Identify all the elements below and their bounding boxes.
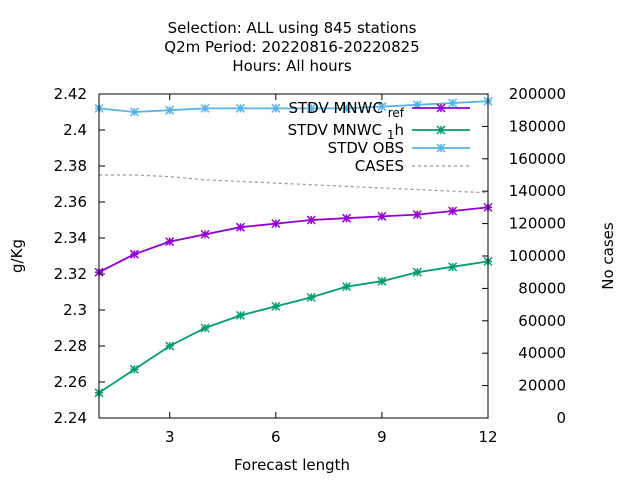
y-tick-label: 2.28 xyxy=(54,337,87,355)
legend-sample-marker xyxy=(436,103,446,113)
title-line-1: Selection: ALL using 845 stations xyxy=(168,19,417,37)
y2-tick-label: 80000 xyxy=(518,279,566,297)
data-point xyxy=(129,249,139,259)
y2-tick-label: 20000 xyxy=(518,377,566,395)
legend-label: STDV OBS xyxy=(328,139,404,157)
y-axis-label: g/Kg xyxy=(8,239,26,273)
data-point xyxy=(342,282,352,292)
series-line xyxy=(99,174,489,194)
y-tick-label: 2.3 xyxy=(63,301,87,319)
data-point xyxy=(129,364,139,374)
data-point xyxy=(200,103,210,113)
y-tick-label: 2.4 xyxy=(63,121,87,139)
data-point xyxy=(129,107,139,117)
data-point xyxy=(165,237,175,247)
data-point xyxy=(165,105,175,115)
x-tick-label: 6 xyxy=(271,428,281,446)
y2-tick-label: 120000 xyxy=(509,215,566,233)
data-point xyxy=(235,222,245,232)
data-point xyxy=(377,102,387,112)
y-tick-label: 2.32 xyxy=(54,265,87,283)
y2-tick-label: 100000 xyxy=(509,247,566,265)
data-point xyxy=(377,211,387,221)
legend-label: STDV MNWC ref xyxy=(288,99,404,120)
data-point xyxy=(377,276,387,286)
data-point xyxy=(448,98,458,108)
y2-tick-label: 180000 xyxy=(509,117,566,135)
y2-axis-label: No cases xyxy=(599,222,617,290)
y-tick-label: 2.24 xyxy=(54,409,87,427)
data-point xyxy=(342,213,352,223)
data-point xyxy=(271,103,281,113)
data-point xyxy=(306,215,316,225)
y-tick-label: 2.36 xyxy=(54,193,87,211)
y2-tick-label: 0 xyxy=(556,409,566,427)
x-tick-label: 12 xyxy=(478,428,497,446)
y2-tick-label: 200000 xyxy=(509,85,566,103)
series-stdv-mnwc-1h xyxy=(94,256,493,398)
series-line xyxy=(98,206,489,274)
data-point xyxy=(306,103,316,113)
series-line xyxy=(98,260,489,394)
data-point xyxy=(235,310,245,320)
data-point xyxy=(448,262,458,272)
y-tick-label: 2.38 xyxy=(54,157,87,175)
data-point xyxy=(412,267,422,277)
series-line xyxy=(98,100,489,113)
y2-tick-label: 160000 xyxy=(509,150,566,168)
legend-sample-marker xyxy=(436,125,446,135)
data-point xyxy=(448,206,458,216)
title-line-2: Q2m Period: 20220816-20220825 xyxy=(164,38,419,56)
data-point xyxy=(200,323,210,333)
series-stdv-mnwc-ref xyxy=(94,202,493,277)
data-point xyxy=(412,210,422,220)
data-point xyxy=(306,292,316,302)
data-point xyxy=(165,341,175,351)
y2-tick-label: 60000 xyxy=(518,312,566,330)
y-tick-label: 2.34 xyxy=(54,229,87,247)
series-cases xyxy=(99,174,489,194)
x-tick-label: 9 xyxy=(377,428,387,446)
x-tick-label: 3 xyxy=(165,428,175,446)
x-axis-label: Forecast length xyxy=(234,456,350,474)
y2-tick-label: 140000 xyxy=(509,182,566,200)
legend-label: STDV MNWC 1h xyxy=(288,121,404,142)
chart-title: Selection: ALL using 845 stations Q2m Pe… xyxy=(164,19,419,75)
data-point xyxy=(342,103,352,113)
title-line-3: Hours: All hours xyxy=(232,57,351,75)
y-tick-label: 2.42 xyxy=(54,85,87,103)
y-tick-label: 2.26 xyxy=(54,373,87,391)
data-point xyxy=(271,301,281,311)
legend-label: CASES xyxy=(355,157,404,175)
y2-tick-label: 40000 xyxy=(518,344,566,362)
plot-frame xyxy=(98,93,489,419)
data-point xyxy=(235,103,245,113)
legend-sample-marker xyxy=(436,143,446,153)
data-point xyxy=(412,100,422,110)
data-point xyxy=(271,219,281,229)
data-point xyxy=(200,229,210,239)
